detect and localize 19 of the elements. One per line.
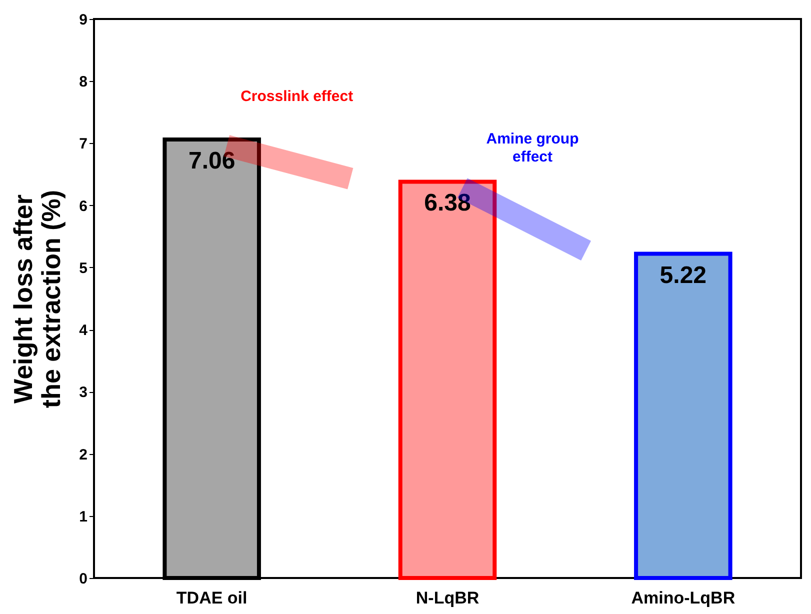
y-tick-label: 7 (79, 136, 88, 153)
y-tick-label: 1 (79, 508, 88, 526)
y-tick-label: 9 (79, 12, 88, 28)
x-tick-label: TDAE oil (176, 588, 248, 608)
annotation: Crosslink effect (240, 88, 354, 106)
data-label: 6.38 (424, 190, 471, 217)
x-tick-label: Amino-LqBR (631, 588, 736, 608)
y-tick-label: 4 (79, 322, 88, 340)
y-tick-label: 5 (79, 260, 88, 277)
y-tick-label: 3 (79, 384, 88, 402)
y-tick-label: 6 (79, 198, 88, 215)
y-axis-title: Weight loss after the extraction (%) (8, 190, 66, 408)
data-label: 7.06 (188, 147, 236, 174)
y-tick-label: 0 (79, 570, 88, 588)
y-tick-label: 2 (79, 446, 88, 464)
y-tick-label: 8 (79, 74, 88, 91)
annotation: Amine group effect (486, 130, 579, 166)
data-label: 5.22 (660, 262, 707, 289)
x-tick-label: N-LqBR (416, 588, 480, 608)
